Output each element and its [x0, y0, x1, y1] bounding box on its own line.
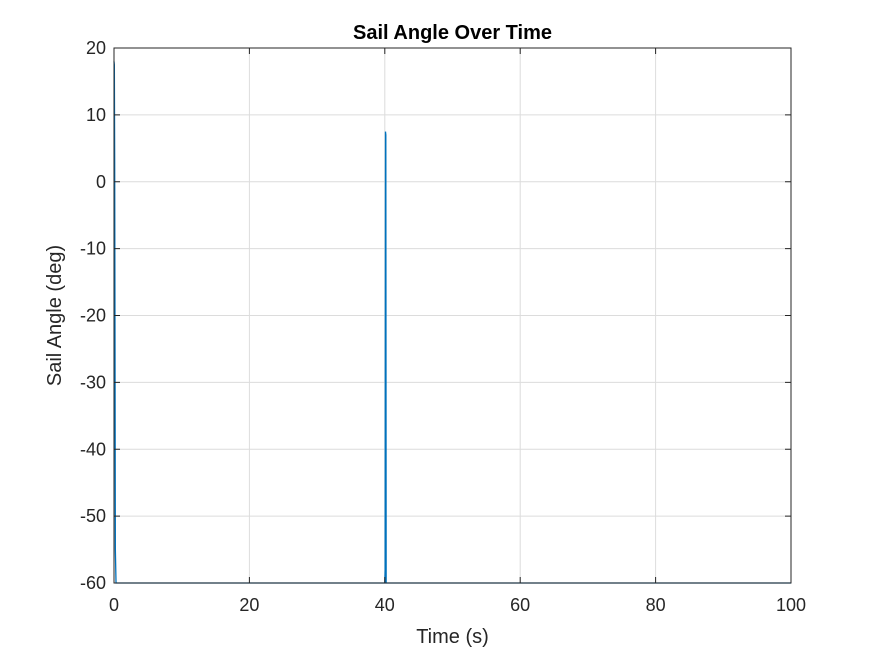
- x-tick-label: 20: [239, 595, 259, 615]
- y-tick-label: -50: [80, 506, 106, 526]
- x-axis-label: Time (s): [416, 626, 489, 648]
- x-tick-label: 100: [776, 595, 806, 615]
- y-tick-label: -60: [80, 573, 106, 593]
- tick-labels: 0 20 40 60 80 100 -60 -50 -40 -30 -20 -10 0 10 20: [80, 38, 806, 615]
- chart-title: Sail Angle Over Time: [353, 22, 552, 44]
- x-tick-label: 0: [109, 595, 119, 615]
- x-tick-label: 40: [375, 595, 395, 615]
- x-tick-label: 60: [510, 595, 530, 615]
- y-tick-label: 20: [86, 38, 106, 58]
- axes: [113, 47, 792, 584]
- y-tick-label: -40: [80, 439, 106, 459]
- y-tick-label: 0: [96, 172, 106, 192]
- y-tick-label: -20: [80, 306, 106, 326]
- y-tick-label: -30: [80, 372, 106, 392]
- y-axis-label: Sail Angle (deg): [44, 245, 66, 386]
- x-tick-label: 80: [646, 595, 666, 615]
- y-tick-label: 10: [86, 105, 106, 125]
- y-tick-label: -10: [80, 239, 106, 259]
